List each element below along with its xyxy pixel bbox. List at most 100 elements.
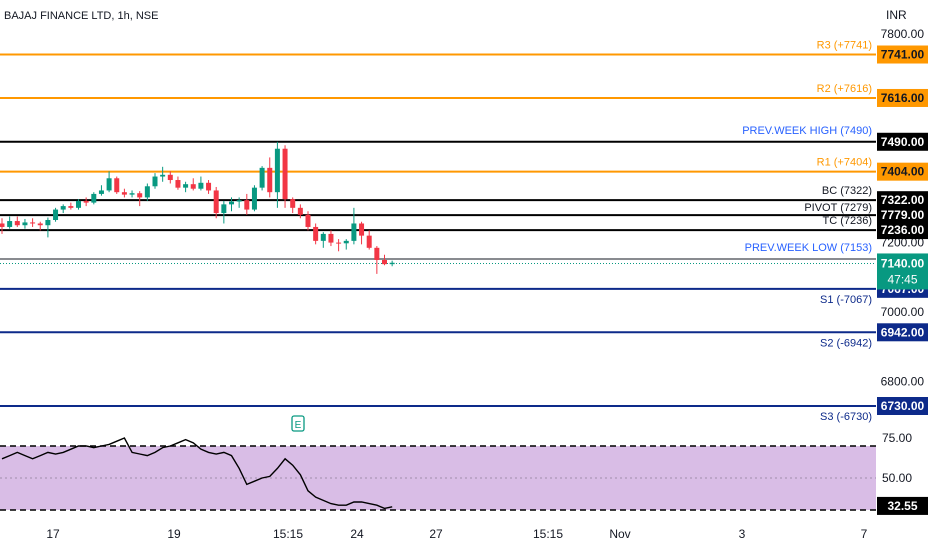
rsi-line: [1, 437, 393, 510]
candle-body: [91, 193, 97, 203]
price-tag-text: 7779.00: [881, 208, 925, 222]
candle-body: [137, 193, 143, 198]
candle-body: [244, 200, 250, 210]
candle-body: [14, 221, 20, 226]
candle-body: [297, 207, 303, 215]
time-tick: 15:15: [533, 527, 563, 541]
price-tag: [877, 323, 928, 342]
candle-body: [160, 174, 166, 177]
price-tag-text: 7404.00: [881, 165, 925, 179]
candle-body: [320, 233, 326, 241]
candle-body: [274, 148, 280, 193]
candle-body: [129, 193, 135, 195]
candle-body: [259, 167, 265, 188]
price-tick: 7000.00: [881, 305, 925, 319]
price-tag-text: 7490.00: [881, 135, 925, 149]
candle-body: [83, 200, 89, 203]
candle-body: [221, 204, 227, 214]
earnings-marker[interactable]: E: [291, 415, 305, 432]
candle-body: [251, 187, 257, 210]
currency-label: INR: [886, 8, 907, 22]
price-tag-text: 7741.00: [881, 48, 925, 62]
candle-body: [198, 182, 204, 189]
candle-body: [229, 201, 234, 205]
candle-body: [152, 176, 158, 187]
candle-body: [190, 184, 196, 189]
current-price-text: 7140.00: [881, 256, 925, 270]
level-label: R3 (+7741): [817, 40, 872, 52]
level-label: TC (7236): [822, 215, 872, 227]
earnings-letter: E: [295, 420, 302, 431]
time-tick: 7: [861, 527, 868, 541]
time-tick: Nov: [609, 527, 630, 541]
candle-body: [328, 233, 334, 243]
price-tag-text: 6730.00: [881, 399, 925, 413]
level-label: S3 (-6730): [820, 411, 872, 423]
price-tag: [877, 132, 928, 151]
candle-body: [313, 226, 319, 241]
price-tag: [877, 162, 928, 181]
time-tick: 3: [739, 527, 746, 541]
candle-body: [7, 221, 13, 227]
candle-body: [37, 223, 43, 226]
time-tick: 15:15: [273, 527, 303, 541]
rsi-tick: 50.00: [882, 471, 912, 485]
price-tick: 7200.00: [881, 236, 925, 250]
levels-layer: R3 (+7741) R2 (+7616) PREV.WEEK HIGH (7490…: [0, 40, 876, 423]
candle-body: [53, 209, 59, 220]
price-tag: [877, 191, 928, 210]
price-tag: [877, 88, 928, 107]
level-label: PIVOT (7279): [804, 202, 872, 214]
candle-body: [343, 240, 349, 244]
candle-body: [213, 190, 219, 214]
price-tag: [877, 221, 928, 240]
candle-body: [290, 199, 296, 208]
chart-title: BAJAJ FINANCE LTD, 1h, NSE: [4, 10, 158, 22]
candle-body: [183, 184, 189, 188]
rsi-value-text: 32.55: [887, 499, 917, 513]
price-tag: [877, 206, 928, 225]
level-label: R2 (+7616): [817, 83, 872, 95]
price-tags: 7741.00 7616.00 7490.00 7404.00 7322.007779.…: [877, 45, 928, 415]
rsi-value-tag: [877, 496, 928, 515]
price-tag-text: 7236.00: [881, 223, 925, 237]
candle-body: [114, 178, 120, 193]
candle-body: [374, 247, 380, 260]
level-label: PREV.WEEK HIGH (7490): [742, 125, 872, 137]
price-axis[interactable]: 7800.00 7200.00 7000.00 6800.00: [881, 27, 925, 389]
candle-body: [68, 206, 74, 208]
candle-body: [382, 259, 387, 265]
rsi-axis: 75.00 50.00 32.55: [877, 431, 928, 515]
level-label: BC (7322): [822, 185, 872, 197]
level-label: S1 (-7067): [820, 294, 872, 306]
candles-layer: [0, 141, 395, 274]
price-tag-text: 7322.00: [881, 193, 925, 207]
candle-body: [60, 206, 66, 210]
time-tick: 24: [350, 527, 364, 541]
candle-body: [121, 192, 127, 195]
price-tag-text: 7616.00: [881, 91, 925, 105]
candle-body: [167, 174, 173, 181]
candle-body: [282, 148, 288, 200]
price-tick: 7800.00: [881, 27, 925, 41]
current-price-tag: [877, 253, 928, 290]
candle-body: [359, 223, 365, 236]
time-tick: 27: [429, 527, 443, 541]
time-tick: 17: [46, 527, 60, 541]
candle-body: [389, 262, 395, 265]
price-tick: 6800.00: [881, 375, 925, 389]
candle-body: [144, 186, 150, 198]
price-tag-text: 6942.00: [881, 325, 925, 339]
time-axis[interactable]: 17 19 15:15 24 27 15:15 Nov 3 7: [46, 527, 867, 541]
candle-body: [267, 167, 273, 193]
candle-body: [22, 222, 28, 226]
candle-body: [175, 180, 181, 188]
candle-body: [106, 178, 112, 191]
candle-body: [30, 222, 36, 224]
earnings-icon[interactable]: [291, 415, 305, 432]
candle-body: [236, 200, 242, 202]
candle-body: [366, 235, 372, 248]
rsi-tick: 75.00: [882, 431, 912, 445]
price-tag: [877, 45, 928, 64]
